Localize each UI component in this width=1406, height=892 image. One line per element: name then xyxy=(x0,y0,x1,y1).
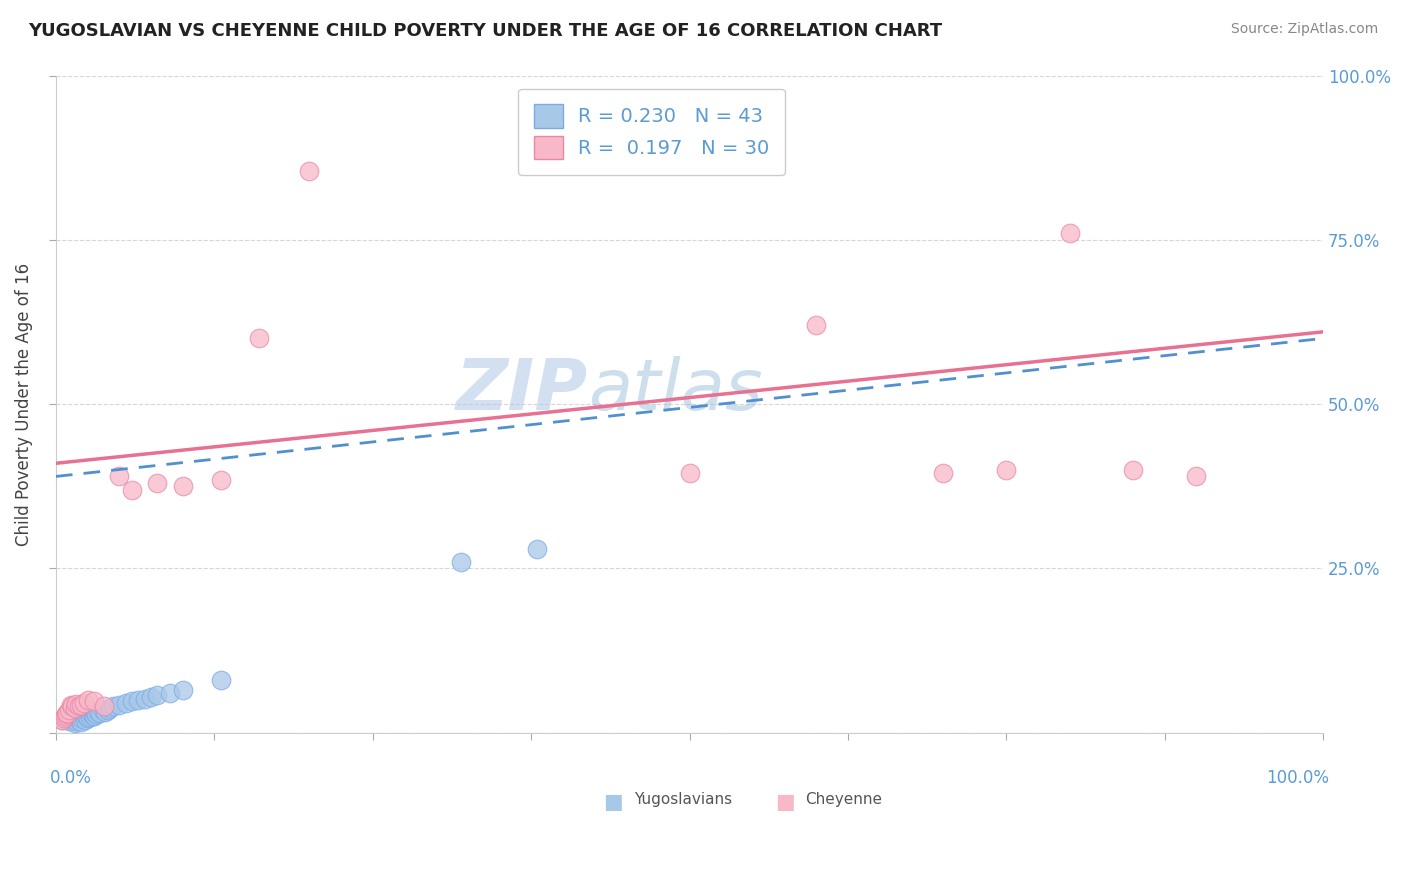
Point xyxy=(63,700,86,714)
Point xyxy=(298,163,321,178)
Point xyxy=(995,463,1018,477)
Point xyxy=(60,711,83,725)
Point xyxy=(60,707,83,722)
Point xyxy=(209,473,232,487)
Point xyxy=(67,707,90,722)
Point xyxy=(75,709,97,723)
Point xyxy=(67,713,90,727)
Point xyxy=(159,686,181,700)
Point xyxy=(100,700,122,714)
Point xyxy=(60,699,83,714)
Point xyxy=(121,694,143,708)
Point xyxy=(172,479,194,493)
Point xyxy=(1122,463,1144,477)
Point xyxy=(83,709,105,723)
Point xyxy=(58,714,80,728)
Point xyxy=(79,710,101,724)
Point xyxy=(80,706,103,720)
Text: YUGOSLAVIAN VS CHEYENNE CHILD POVERTY UNDER THE AGE OF 16 CORRELATION CHART: YUGOSLAVIAN VS CHEYENNE CHILD POVERTY UN… xyxy=(28,22,942,40)
Point xyxy=(53,709,76,723)
Point xyxy=(108,469,131,483)
Point xyxy=(77,707,100,722)
Point xyxy=(806,318,828,333)
Legend: R = 0.230   N = 43, R =  0.197   N = 30: R = 0.230 N = 43, R = 0.197 N = 30 xyxy=(517,88,785,175)
Point xyxy=(72,708,94,723)
Point xyxy=(89,706,111,720)
Point xyxy=(73,713,96,727)
Point xyxy=(450,555,472,569)
Point xyxy=(67,699,90,714)
Point xyxy=(52,711,75,725)
Point xyxy=(932,466,955,480)
Point xyxy=(127,693,149,707)
Point xyxy=(172,683,194,698)
Point xyxy=(678,466,700,480)
Point xyxy=(76,711,98,725)
Point xyxy=(247,331,270,345)
Point xyxy=(82,708,104,723)
Point xyxy=(1059,226,1081,240)
Point xyxy=(51,713,73,727)
Point xyxy=(73,696,96,710)
Point xyxy=(65,697,87,711)
Point xyxy=(65,714,87,728)
Point xyxy=(76,693,98,707)
Point xyxy=(70,711,93,725)
Text: Yugoslavians: Yugoslavians xyxy=(634,792,733,807)
Point xyxy=(139,690,162,704)
Point xyxy=(56,706,79,720)
Point xyxy=(70,698,93,713)
Y-axis label: Child Poverty Under the Age of 16: Child Poverty Under the Age of 16 xyxy=(15,262,32,546)
Point xyxy=(55,709,77,723)
Point xyxy=(86,707,108,722)
Point xyxy=(84,706,107,720)
Point xyxy=(93,699,115,714)
Point xyxy=(108,698,131,713)
Text: 0.0%: 0.0% xyxy=(49,769,91,787)
Point xyxy=(63,710,86,724)
Point xyxy=(60,698,83,713)
Point xyxy=(114,696,136,710)
Text: 100.0%: 100.0% xyxy=(1267,769,1330,787)
Text: atlas: atlas xyxy=(588,357,763,425)
Text: ■: ■ xyxy=(603,792,623,812)
Text: ZIP: ZIP xyxy=(456,357,588,425)
Point xyxy=(55,707,77,722)
Point xyxy=(526,541,548,556)
Point xyxy=(58,703,80,717)
Point xyxy=(73,706,96,720)
Text: Source: ZipAtlas.com: Source: ZipAtlas.com xyxy=(1230,22,1378,37)
Point xyxy=(83,694,105,708)
Point xyxy=(51,713,73,727)
Text: ■: ■ xyxy=(775,792,794,812)
Point xyxy=(121,483,143,497)
Point xyxy=(101,699,124,714)
Point xyxy=(70,715,93,730)
Point xyxy=(146,688,169,702)
Point xyxy=(94,705,117,719)
Point xyxy=(91,703,114,717)
Point xyxy=(63,715,86,730)
Text: Cheyenne: Cheyenne xyxy=(804,792,882,807)
Point xyxy=(146,475,169,490)
Point xyxy=(87,705,110,719)
Point xyxy=(134,691,156,706)
Point xyxy=(97,703,120,717)
Point xyxy=(1185,469,1208,483)
Point xyxy=(209,673,232,688)
